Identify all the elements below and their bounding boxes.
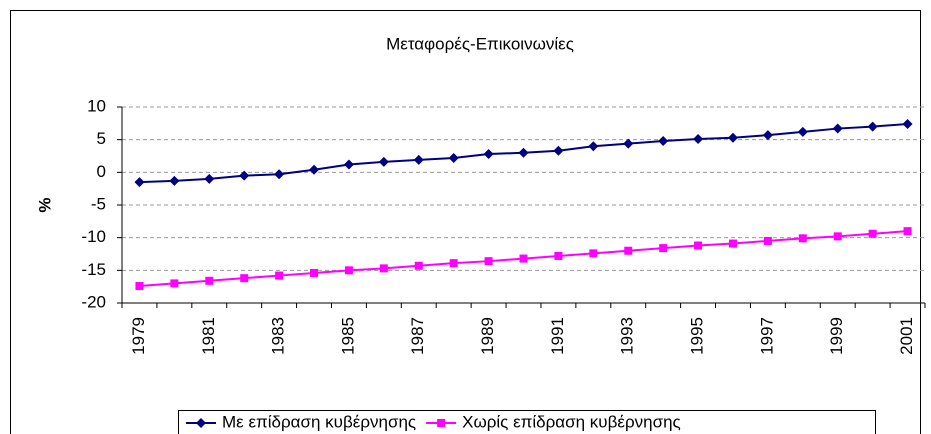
x-tick-label: 1999 bbox=[827, 317, 846, 355]
data-point bbox=[135, 282, 144, 291]
data-point bbox=[903, 227, 912, 236]
data-point bbox=[694, 241, 703, 250]
legend-marker bbox=[437, 419, 446, 427]
data-point bbox=[763, 236, 772, 245]
data-point bbox=[727, 132, 738, 143]
data-point bbox=[902, 118, 913, 129]
data-point bbox=[589, 249, 598, 258]
data-point bbox=[658, 135, 669, 146]
data-point bbox=[484, 257, 493, 266]
data-point bbox=[483, 149, 494, 160]
x-tick-label: 2001 bbox=[897, 317, 916, 355]
y-tick-label: 0 bbox=[97, 162, 106, 181]
data-point bbox=[344, 266, 353, 275]
data-point bbox=[554, 251, 563, 260]
data-point bbox=[762, 130, 773, 141]
y-axis-label: % bbox=[35, 197, 54, 212]
x-tick-label: 1991 bbox=[548, 317, 567, 355]
legend-marker bbox=[196, 418, 206, 428]
data-point bbox=[309, 164, 320, 175]
legend-label: Χωρίς επίδραση κυβέρνησης bbox=[462, 412, 681, 431]
chart-frame bbox=[10, 10, 921, 434]
data-point bbox=[832, 123, 843, 134]
y-tick-label: 10 bbox=[87, 96, 106, 115]
data-point bbox=[868, 229, 877, 238]
x-tick-label: 1997 bbox=[757, 317, 776, 355]
x-tick-label: 1993 bbox=[618, 317, 637, 355]
x-tick-label: 1979 bbox=[129, 317, 148, 355]
data-point bbox=[274, 169, 285, 180]
data-point bbox=[624, 246, 633, 255]
y-tick-label: -10 bbox=[81, 227, 106, 246]
legend-box bbox=[178, 410, 876, 434]
data-point bbox=[798, 234, 807, 243]
y-tick-label: -5 bbox=[91, 194, 106, 213]
data-point bbox=[170, 279, 179, 288]
data-point bbox=[204, 173, 215, 184]
chart-title: Μεταφορές-Επικοινωνίες bbox=[386, 34, 574, 53]
x-tick-label: 1989 bbox=[478, 317, 497, 355]
data-point bbox=[379, 264, 388, 273]
x-tick-label: 1981 bbox=[199, 317, 218, 355]
data-point bbox=[519, 254, 528, 263]
x-tick-label: 1987 bbox=[408, 317, 427, 355]
data-point bbox=[134, 177, 145, 188]
data-point bbox=[240, 274, 249, 283]
y-tick-label: -20 bbox=[81, 292, 106, 311]
data-point bbox=[833, 232, 842, 241]
legend: Με επίδραση κυβέρνησης Χωρίς επίδραση κυβ… bbox=[178, 410, 876, 434]
data-point bbox=[553, 145, 564, 156]
data-point bbox=[378, 156, 389, 167]
data-point bbox=[310, 268, 319, 277]
x-tick-label: 1995 bbox=[688, 317, 707, 355]
data-point bbox=[413, 154, 424, 165]
data-point bbox=[414, 261, 423, 270]
data-point bbox=[797, 126, 808, 137]
data-point bbox=[205, 276, 214, 285]
data-point bbox=[343, 159, 354, 170]
legend-label: Με επίδραση κυβέρνησης bbox=[222, 412, 416, 431]
y-tick-label: 5 bbox=[97, 129, 106, 148]
data-point bbox=[448, 152, 459, 163]
x-tick-label: 1985 bbox=[338, 317, 357, 355]
x-tick-label: 1983 bbox=[269, 317, 288, 355]
data-point bbox=[693, 134, 704, 145]
data-point bbox=[588, 141, 599, 152]
data-point bbox=[275, 271, 284, 280]
data-point bbox=[518, 147, 529, 158]
data-point bbox=[239, 170, 250, 181]
data-point bbox=[449, 259, 458, 268]
data-point bbox=[623, 138, 634, 149]
y-tick-label: -15 bbox=[81, 260, 106, 279]
data-point bbox=[867, 121, 878, 132]
data-point bbox=[728, 239, 737, 248]
data-point bbox=[169, 175, 180, 186]
data-point bbox=[659, 244, 668, 253]
